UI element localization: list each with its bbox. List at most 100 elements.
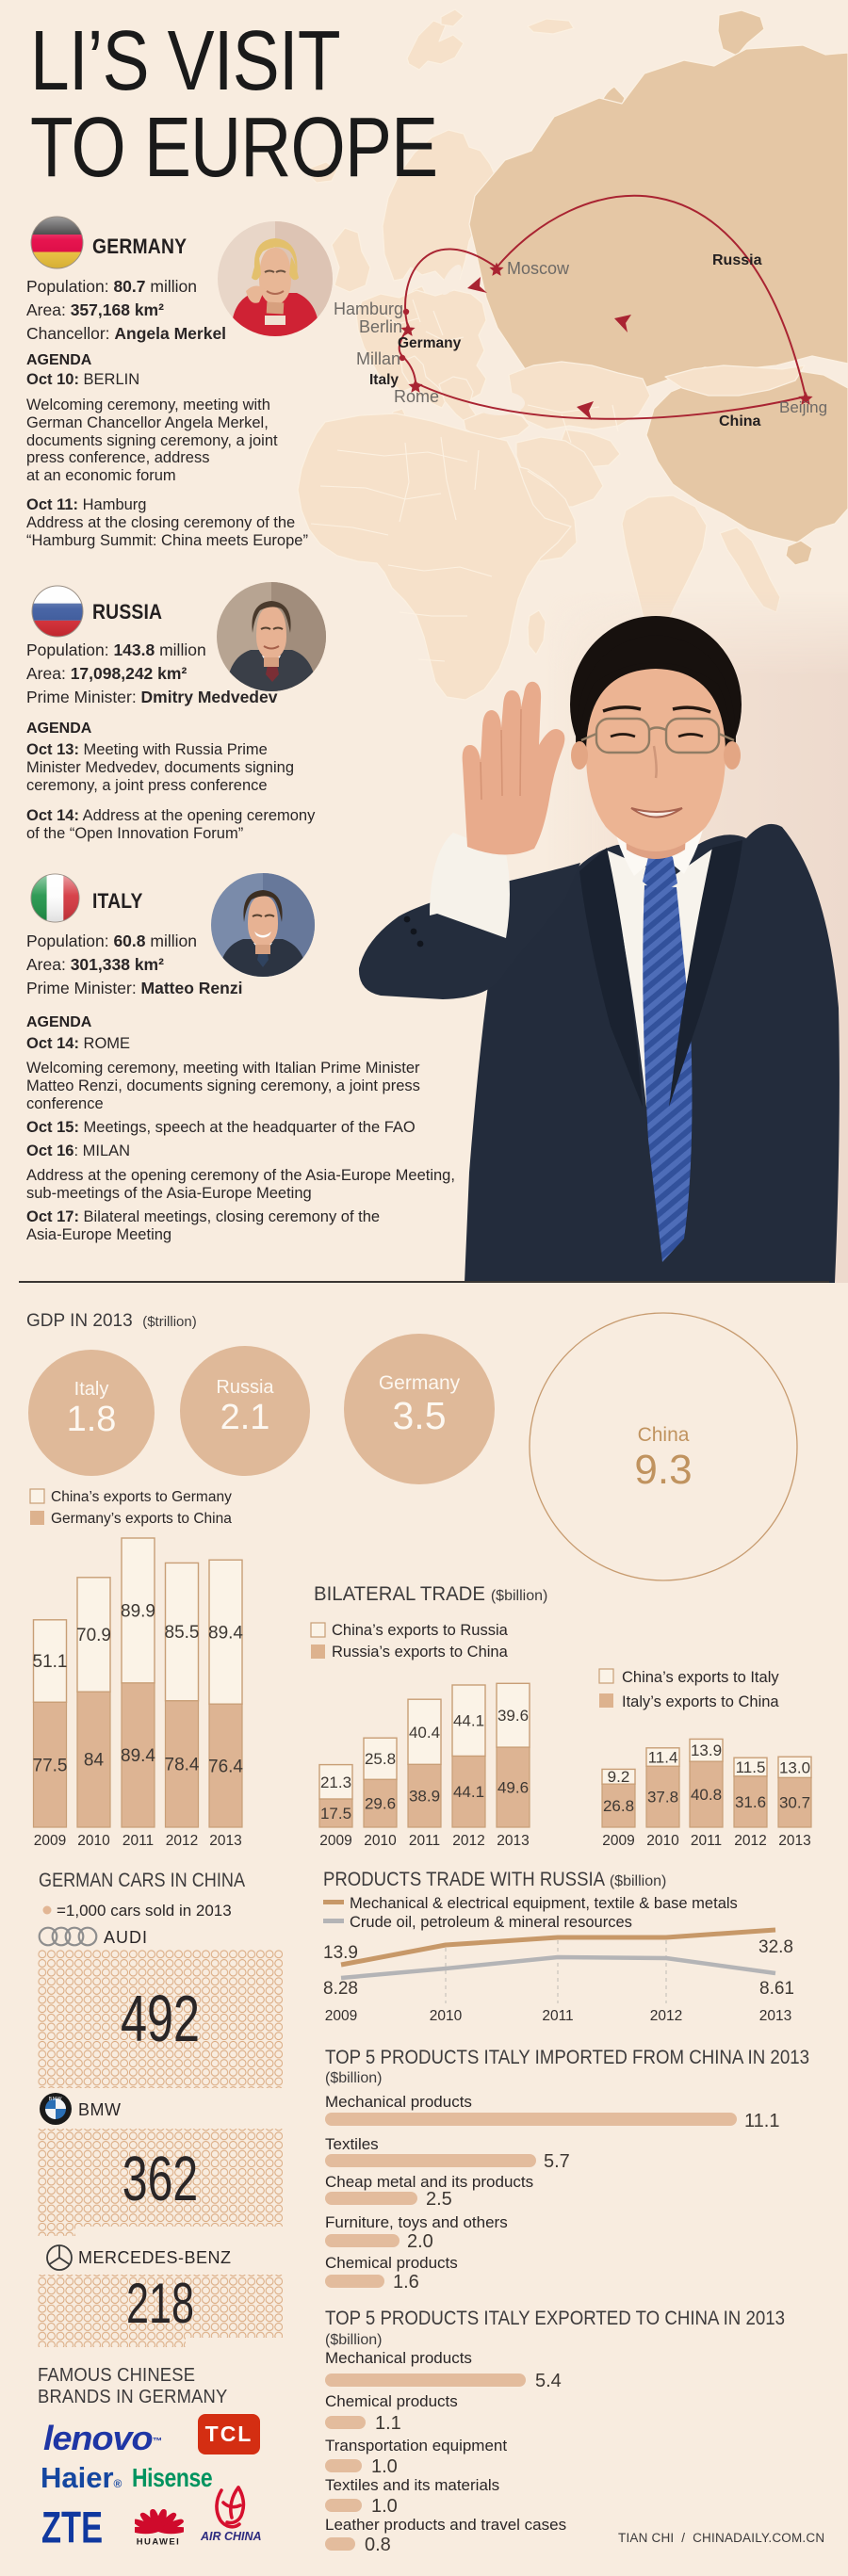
svg-text:Textiles and its materials: Textiles and its materials (325, 2476, 499, 2494)
svg-text:85.5: 85.5 (165, 1623, 200, 1643)
svg-text:Italy’s exports to China: Italy’s exports to China (622, 1693, 779, 1710)
svg-text:Russia: Russia (216, 1377, 274, 1398)
svg-text:1.6: 1.6 (393, 2272, 419, 2292)
svg-text:8.61: 8.61 (759, 1979, 794, 1999)
svg-text:GERMAN CARS IN CHINA: GERMAN CARS IN CHINA (39, 1870, 245, 1891)
svg-text:PRODUCTS TRADE WITH RUSSIA ($b: PRODUCTS TRADE WITH RUSSIA ($billion) (323, 1869, 666, 1890)
svg-text:30.7: 30.7 (779, 1794, 810, 1812)
svg-text:51.1: 51.1 (33, 1652, 68, 1672)
svg-text:70.9: 70.9 (76, 1626, 111, 1645)
svg-text:2010: 2010 (430, 2008, 463, 2024)
svg-text:2013: 2013 (497, 1833, 529, 1849)
svg-text:Textiles: Textiles (325, 2135, 379, 2153)
svg-text:2013: 2013 (759, 2008, 791, 2024)
svg-text:89.9: 89.9 (121, 1602, 155, 1622)
svg-text:49.6: 49.6 (497, 1779, 529, 1797)
svg-text:37.8: 37.8 (647, 1789, 678, 1806)
svg-text:44.1: 44.1 (453, 1712, 484, 1730)
svg-text:Italy: Italy (369, 372, 399, 388)
svg-text:2013: 2013 (209, 1833, 241, 1849)
svg-text:China’s exports to Germany: China’s exports to Germany (51, 1489, 232, 1505)
svg-text:89.4: 89.4 (208, 1623, 243, 1643)
svg-text:2009: 2009 (34, 1833, 66, 1849)
svg-text:9.3: 9.3 (634, 1447, 692, 1493)
svg-text:China’s exports to Italy: China’s exports to Italy (622, 1669, 779, 1686)
svg-text:78.4: 78.4 (165, 1756, 200, 1775)
svg-text:Cheap metal and its products: Cheap metal and its products (325, 2173, 533, 2191)
svg-text:40.8: 40.8 (691, 1786, 722, 1804)
svg-text:13.0: 13.0 (779, 1758, 810, 1776)
svg-text:84: 84 (84, 1751, 105, 1771)
svg-text:21.3: 21.3 (320, 1774, 351, 1791)
svg-text:492: 492 (121, 1982, 200, 2055)
svg-text:=1,000 cars sold in 2013: =1,000 cars sold in 2013 (57, 1902, 232, 1920)
svg-text:($billion): ($billion) (325, 2332, 382, 2348)
svg-text:China’s exports to Russia: China’s exports to Russia (332, 1622, 509, 1639)
svg-text:17.5: 17.5 (320, 1805, 351, 1823)
svg-text:76.4: 76.4 (208, 1757, 243, 1776)
svg-text:HUAWEI: HUAWEI (137, 2537, 180, 2548)
svg-text:MERCEDES-BENZ: MERCEDES-BENZ (78, 2248, 232, 2267)
svg-text:Hamburg: Hamburg (334, 300, 403, 318)
svg-text:TOP 5 PRODUCTS ITALY IMPORTED: TOP 5 PRODUCTS ITALY IMPORTED FROM CHINA… (325, 2047, 809, 2068)
svg-text:39.6: 39.6 (497, 1707, 529, 1725)
svg-text:13.9: 13.9 (323, 1943, 358, 1963)
svg-text:11.4: 11.4 (648, 1749, 678, 1767)
svg-text:8.28: 8.28 (323, 1979, 358, 1999)
svg-text:BILATERAL TRADE ($billion): BILATERAL TRADE ($billion) (314, 1583, 547, 1605)
svg-text:AIR CHINA: AIR CHINA (200, 2530, 262, 2543)
svg-text:2013: 2013 (778, 1833, 810, 1849)
svg-text:AUDI: AUDI (104, 1928, 148, 1947)
svg-text:44.1: 44.1 (453, 1783, 484, 1801)
svg-text:77.5: 77.5 (33, 1756, 68, 1775)
svg-text:2009: 2009 (602, 1833, 634, 1849)
svg-text:362: 362 (122, 2144, 198, 2214)
svg-text:2011: 2011 (691, 1833, 722, 1849)
svg-text:0.8: 0.8 (365, 2535, 391, 2555)
svg-text:Moscow: Moscow (507, 259, 570, 278)
svg-text:2011: 2011 (542, 2008, 573, 2024)
svg-text:5.7: 5.7 (544, 2151, 570, 2172)
svg-text:Mechanical products: Mechanical products (325, 2093, 472, 2111)
svg-text:2010: 2010 (646, 1833, 679, 1849)
svg-text:BMW: BMW (49, 2097, 63, 2102)
svg-text:9.2: 9.2 (608, 1768, 630, 1786)
svg-text:China: China (638, 1424, 690, 1446)
svg-text:Mechanical & electrical equipm: Mechanical & electrical equipment, texti… (350, 1895, 738, 1912)
svg-text:Leather products and travel ca: Leather products and travel cases (325, 2516, 566, 2534)
svg-text:3.5: 3.5 (393, 1394, 447, 1437)
svg-text:Chemical products: Chemical products (325, 2254, 458, 2272)
svg-text:Transportation equipment: Transportation equipment (325, 2437, 507, 2454)
svg-text:2011: 2011 (409, 1833, 440, 1849)
svg-text:11.1: 11.1 (744, 2111, 779, 2131)
svg-text:11.5: 11.5 (736, 1758, 766, 1776)
svg-text:($billion): ($billion) (325, 2070, 382, 2086)
svg-text:5.4: 5.4 (535, 2371, 562, 2391)
svg-text:Crude oil, petroleum & mineral: Crude oil, petroleum & mineral resources (350, 1914, 632, 1931)
svg-text:1.8: 1.8 (67, 1400, 117, 1439)
svg-text:2010: 2010 (364, 1833, 397, 1849)
svg-text:2012: 2012 (166, 1833, 198, 1849)
svg-text:Russia: Russia (712, 252, 762, 268)
svg-text:Beijing: Beijing (779, 398, 827, 416)
svg-text:Furniture, toys and others: Furniture, toys and others (325, 2213, 508, 2231)
svg-text:Italy: Italy (74, 1379, 109, 1400)
svg-text:2010: 2010 (77, 1833, 110, 1849)
svg-text:Germany: Germany (398, 335, 462, 351)
svg-text:89.4: 89.4 (121, 1746, 155, 1766)
svg-text:Chemical products: Chemical products (325, 2392, 458, 2410)
svg-text:2012: 2012 (650, 2008, 682, 2024)
svg-text:2.0: 2.0 (407, 2231, 433, 2252)
svg-text:218: 218 (126, 2273, 194, 2336)
svg-text:Berlin: Berlin (359, 317, 402, 336)
svg-text:29.6: 29.6 (365, 1795, 396, 1813)
svg-text:2012: 2012 (452, 1833, 484, 1849)
svg-text:Mechanical products: Mechanical products (325, 2349, 472, 2367)
svg-text:13.9: 13.9 (691, 1742, 722, 1759)
svg-text:Russia’s exports to China: Russia’s exports to China (332, 1644, 509, 1661)
svg-text:BMW: BMW (78, 2100, 122, 2119)
svg-text:2009: 2009 (319, 1833, 351, 1849)
svg-text:TOP 5 PRODUCTS ITALY EXPORTED: TOP 5 PRODUCTS ITALY EXPORTED TO CHINA I… (325, 2308, 785, 2329)
svg-text:40.4: 40.4 (409, 1724, 440, 1742)
svg-text:Rome: Rome (394, 387, 439, 406)
